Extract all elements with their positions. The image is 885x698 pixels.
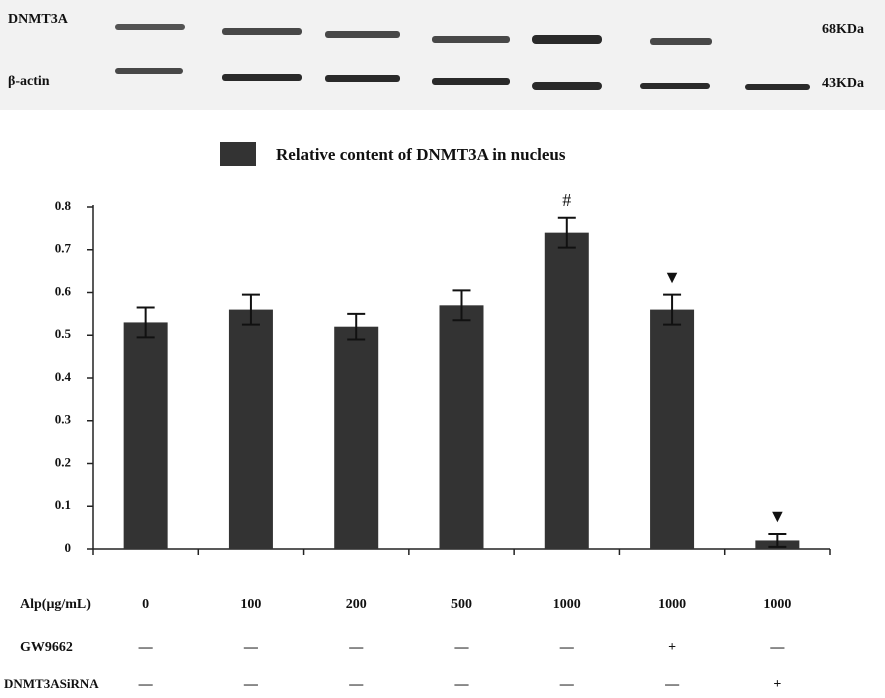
blot-background [0, 0, 885, 110]
legend-swatch [220, 142, 256, 166]
y-tick-label: 0.4 [55, 369, 72, 384]
treatment-symbol: — [243, 677, 259, 692]
blot-row-label: DNMT3A [8, 12, 69, 27]
blot-row-label: β-actin [8, 74, 50, 89]
y-tick-label: 0.5 [55, 326, 72, 341]
y-tick-label: 0.6 [55, 283, 72, 298]
treatment-symbol: — [769, 640, 785, 655]
bar [334, 327, 378, 549]
bar [650, 310, 694, 549]
significance-marker: # [562, 190, 571, 210]
treatment-symbol: — [243, 640, 259, 655]
treatment-symbol: — [559, 677, 575, 692]
x-tick-label: 1000 [658, 597, 686, 612]
x-tick-label: 100 [240, 597, 261, 612]
treatment-symbol: — [348, 640, 364, 655]
blot-size-label: 68KDa [822, 22, 864, 37]
y-tick-label: 0 [65, 540, 72, 555]
treatment-symbol: — [664, 677, 680, 692]
x-axis-label: Alp(μg/mL) [20, 597, 91, 612]
treatment-symbol: — [138, 640, 154, 655]
x-tick-label: 200 [346, 597, 367, 612]
legend-label: Relative content of DNMT3A in nucleus [276, 145, 566, 164]
bar [440, 305, 484, 549]
y-tick-label: 0.2 [55, 454, 71, 469]
y-tick-label: 0.8 [55, 198, 72, 213]
significance-marker: ▼ [768, 506, 786, 526]
y-tick-label: 0.1 [55, 497, 71, 512]
treatment-symbol: — [454, 640, 470, 655]
treatment-symbol: + [668, 640, 676, 655]
blot-size-label: 43KDa [822, 76, 864, 91]
significance-marker: ▼ [663, 267, 681, 287]
bar [124, 322, 168, 549]
treatment-label: DNMT3ASiRNA [4, 676, 99, 691]
x-tick-label: 1000 [763, 597, 791, 612]
treatment-symbol: — [559, 640, 575, 655]
treatment-symbol: — [454, 677, 470, 692]
x-tick-label: 0 [142, 597, 149, 612]
x-tick-label: 1000 [553, 597, 581, 612]
treatment-symbol: — [348, 677, 364, 692]
treatment-symbol: + [773, 677, 781, 692]
chart: DNMT3A β-actin 68KDa 43KDa Relative cont… [0, 0, 885, 693]
y-tick-label: 0.3 [55, 412, 72, 427]
treatment-symbol: — [138, 677, 154, 692]
treatment-label: GW9662 [20, 640, 73, 655]
bar [229, 310, 273, 549]
y-tick-label: 0.7 [55, 241, 72, 256]
x-tick-label: 500 [451, 597, 472, 612]
bar [545, 233, 589, 549]
